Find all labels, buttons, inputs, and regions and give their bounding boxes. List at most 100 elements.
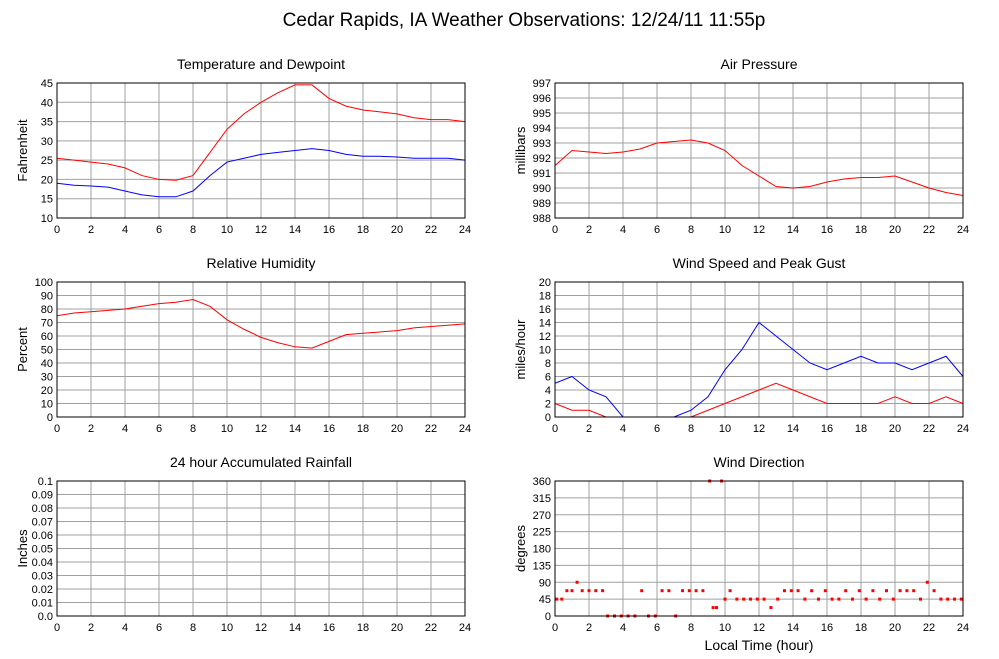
- x-tick-label: 4: [122, 622, 128, 634]
- data-point: [796, 589, 800, 593]
- y-tick-label: 0: [545, 412, 551, 424]
- plot-border: [56, 82, 466, 219]
- y-tick-label: 994: [533, 123, 551, 135]
- y-tick-label: 80: [41, 304, 53, 316]
- y-axis-label: degrees: [513, 525, 528, 572]
- x-tick-label: 16: [821, 622, 833, 634]
- data-line: [56, 84, 466, 181]
- plot-border: [554, 480, 964, 617]
- y-tick-label: 0.03: [32, 571, 53, 583]
- data-point: [587, 589, 591, 593]
- x-tick-label: 22: [425, 224, 437, 236]
- y-tick-label: 100: [35, 277, 53, 289]
- x-tick-label: 12: [753, 224, 765, 236]
- y-tick-label: 8: [545, 358, 551, 370]
- x-tick-label: 8: [688, 622, 694, 634]
- data-point: [667, 589, 671, 593]
- data-point: [817, 597, 820, 601]
- x-tick-label: 12: [255, 622, 267, 634]
- y-axis-label: miles/hour: [513, 319, 528, 380]
- data-point: [783, 589, 786, 593]
- x-tick-label: 14: [787, 622, 799, 634]
- x-tick-label: 18: [855, 224, 867, 236]
- x-tick-label: 22: [923, 224, 935, 236]
- data-point: [575, 580, 579, 584]
- y-tick-label: 90: [539, 577, 551, 589]
- panel-title: Temperature and Dewpoint: [177, 56, 345, 72]
- y-tick-label: 0.07: [32, 517, 53, 529]
- data-point: [959, 597, 963, 601]
- y-tick-label: 225: [533, 527, 551, 539]
- data-point: [823, 589, 827, 593]
- data-point: [912, 589, 916, 593]
- y-tick-label: 0.06: [32, 530, 53, 542]
- x-tick-label: 16: [821, 423, 833, 435]
- x-tick-label: 6: [156, 423, 162, 435]
- y-tick-label: 0.04: [32, 557, 53, 569]
- y-tick-label: 12: [539, 331, 551, 343]
- data-point: [837, 597, 841, 601]
- y-tick-label: 10: [539, 345, 551, 357]
- data-point: [864, 597, 868, 601]
- y-tick-label: 989: [533, 198, 551, 210]
- x-tick-label: 6: [654, 622, 660, 634]
- panel-title: Wind Speed and Peak Gust: [673, 255, 846, 271]
- x-tick-label: 2: [586, 224, 592, 236]
- x-tick-label: 22: [923, 622, 935, 634]
- x-tick-label: 6: [654, 423, 660, 435]
- x-tick-label: 24: [957, 423, 969, 435]
- x-tick-label: 20: [391, 224, 403, 236]
- data-point: [762, 597, 766, 601]
- x-tick-label: 22: [425, 622, 437, 634]
- data-point: [749, 597, 752, 601]
- y-tick-label: 30: [41, 136, 53, 148]
- data-point: [565, 589, 569, 593]
- data-point: [728, 589, 732, 593]
- x-tick-label: 0: [54, 423, 60, 435]
- data-point: [742, 597, 746, 601]
- x-tick-label: 20: [391, 423, 403, 435]
- data-point: [580, 589, 584, 593]
- y-tick-label: 4: [545, 385, 551, 397]
- data-point: [939, 597, 943, 601]
- data-point: [640, 589, 644, 593]
- data-point: [898, 589, 902, 593]
- x-tick-label: 10: [221, 622, 233, 634]
- x-tick-label: 16: [323, 224, 335, 236]
- data-point: [857, 589, 861, 593]
- x-tick-label: 8: [190, 622, 196, 634]
- x-tick-label: 24: [957, 622, 969, 634]
- y-tick-label: 996: [533, 93, 551, 105]
- panel-title: Relative Humidity: [207, 255, 316, 271]
- x-tick-label: 8: [190, 224, 196, 236]
- data-point: [711, 606, 715, 610]
- x-tick-label: 12: [753, 423, 765, 435]
- y-tick-label: 315: [533, 493, 551, 505]
- y-tick-label: 0: [47, 412, 53, 424]
- y-tick-label: 10: [41, 213, 53, 225]
- x-axis-label: Local Time (hour): [705, 637, 814, 653]
- data-line: [56, 299, 466, 349]
- data-point: [932, 589, 936, 593]
- x-tick-label: 0: [54, 622, 60, 634]
- x-tick-label: 0: [552, 224, 558, 236]
- y-tick-label: 991: [533, 168, 551, 180]
- panel-title: Air Pressure: [720, 56, 797, 72]
- data-point: [789, 589, 793, 593]
- data-point: [660, 589, 664, 593]
- y-tick-label: 60: [41, 331, 53, 343]
- panel-title: Wind Direction: [713, 454, 804, 470]
- data-point: [769, 606, 773, 610]
- y-tick-label: 35: [41, 117, 53, 129]
- x-tick-label: 24: [459, 224, 471, 236]
- x-tick-label: 20: [889, 622, 901, 634]
- data-line: [554, 139, 964, 196]
- data-point: [687, 589, 691, 593]
- data-point: [925, 580, 929, 584]
- x-tick-label: 4: [620, 622, 626, 634]
- x-tick-label: 14: [289, 423, 301, 435]
- y-tick-label: 20: [41, 174, 53, 186]
- x-tick-label: 24: [957, 224, 969, 236]
- data-point: [810, 589, 814, 593]
